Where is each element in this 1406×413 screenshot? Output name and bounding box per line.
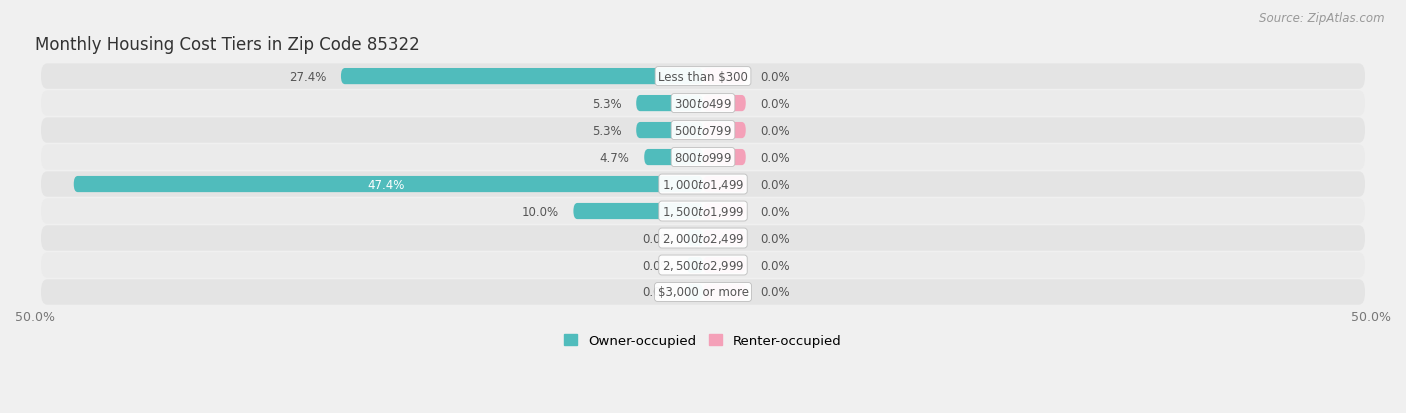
Text: 0.0%: 0.0% (761, 178, 790, 191)
Text: 4.7%: 4.7% (599, 151, 630, 164)
Text: 0.0%: 0.0% (761, 151, 790, 164)
Text: 0.0%: 0.0% (761, 259, 790, 272)
Text: 0.0%: 0.0% (761, 124, 790, 137)
FancyBboxPatch shape (703, 69, 745, 85)
FancyBboxPatch shape (41, 199, 1365, 224)
FancyBboxPatch shape (340, 69, 703, 85)
Text: $300 to $499: $300 to $499 (673, 97, 733, 110)
FancyBboxPatch shape (703, 284, 745, 300)
Text: 0.0%: 0.0% (761, 70, 790, 83)
Text: 0.0%: 0.0% (761, 232, 790, 245)
FancyBboxPatch shape (636, 123, 703, 139)
FancyBboxPatch shape (41, 172, 1365, 197)
FancyBboxPatch shape (41, 145, 1365, 170)
FancyBboxPatch shape (41, 118, 1365, 143)
Text: Less than $300: Less than $300 (658, 70, 748, 83)
FancyBboxPatch shape (688, 284, 703, 300)
Text: 27.4%: 27.4% (288, 70, 326, 83)
FancyBboxPatch shape (703, 96, 745, 112)
FancyBboxPatch shape (41, 280, 1365, 305)
Text: 10.0%: 10.0% (522, 205, 558, 218)
FancyBboxPatch shape (703, 123, 745, 139)
Text: 0.0%: 0.0% (643, 259, 672, 272)
Text: $1,000 to $1,499: $1,000 to $1,499 (662, 178, 744, 192)
FancyBboxPatch shape (703, 176, 745, 193)
FancyBboxPatch shape (574, 204, 703, 220)
FancyBboxPatch shape (41, 253, 1365, 278)
FancyBboxPatch shape (703, 150, 745, 166)
Text: $500 to $799: $500 to $799 (673, 124, 733, 137)
Legend: Owner-occupied, Renter-occupied: Owner-occupied, Renter-occupied (560, 329, 846, 352)
FancyBboxPatch shape (636, 96, 703, 112)
Text: $2,000 to $2,499: $2,000 to $2,499 (662, 231, 744, 245)
FancyBboxPatch shape (703, 230, 745, 247)
FancyBboxPatch shape (41, 64, 1365, 90)
Text: 0.0%: 0.0% (761, 97, 790, 110)
FancyBboxPatch shape (688, 230, 703, 247)
Text: Source: ZipAtlas.com: Source: ZipAtlas.com (1260, 12, 1385, 25)
Text: 0.0%: 0.0% (761, 286, 790, 299)
FancyBboxPatch shape (73, 176, 703, 193)
Text: $3,000 or more: $3,000 or more (658, 286, 748, 299)
Text: $2,500 to $2,999: $2,500 to $2,999 (662, 259, 744, 272)
Text: 0.0%: 0.0% (761, 205, 790, 218)
FancyBboxPatch shape (703, 257, 745, 273)
FancyBboxPatch shape (703, 204, 745, 220)
FancyBboxPatch shape (644, 150, 703, 166)
Text: 47.4%: 47.4% (368, 178, 405, 191)
FancyBboxPatch shape (688, 257, 703, 273)
Text: 0.0%: 0.0% (643, 286, 672, 299)
Text: 5.3%: 5.3% (592, 124, 621, 137)
Text: Monthly Housing Cost Tiers in Zip Code 85322: Monthly Housing Cost Tiers in Zip Code 8… (35, 36, 420, 54)
Text: 5.3%: 5.3% (592, 97, 621, 110)
FancyBboxPatch shape (41, 91, 1365, 116)
Text: $800 to $999: $800 to $999 (673, 151, 733, 164)
Text: 0.0%: 0.0% (643, 232, 672, 245)
FancyBboxPatch shape (41, 226, 1365, 251)
Text: $1,500 to $1,999: $1,500 to $1,999 (662, 204, 744, 218)
